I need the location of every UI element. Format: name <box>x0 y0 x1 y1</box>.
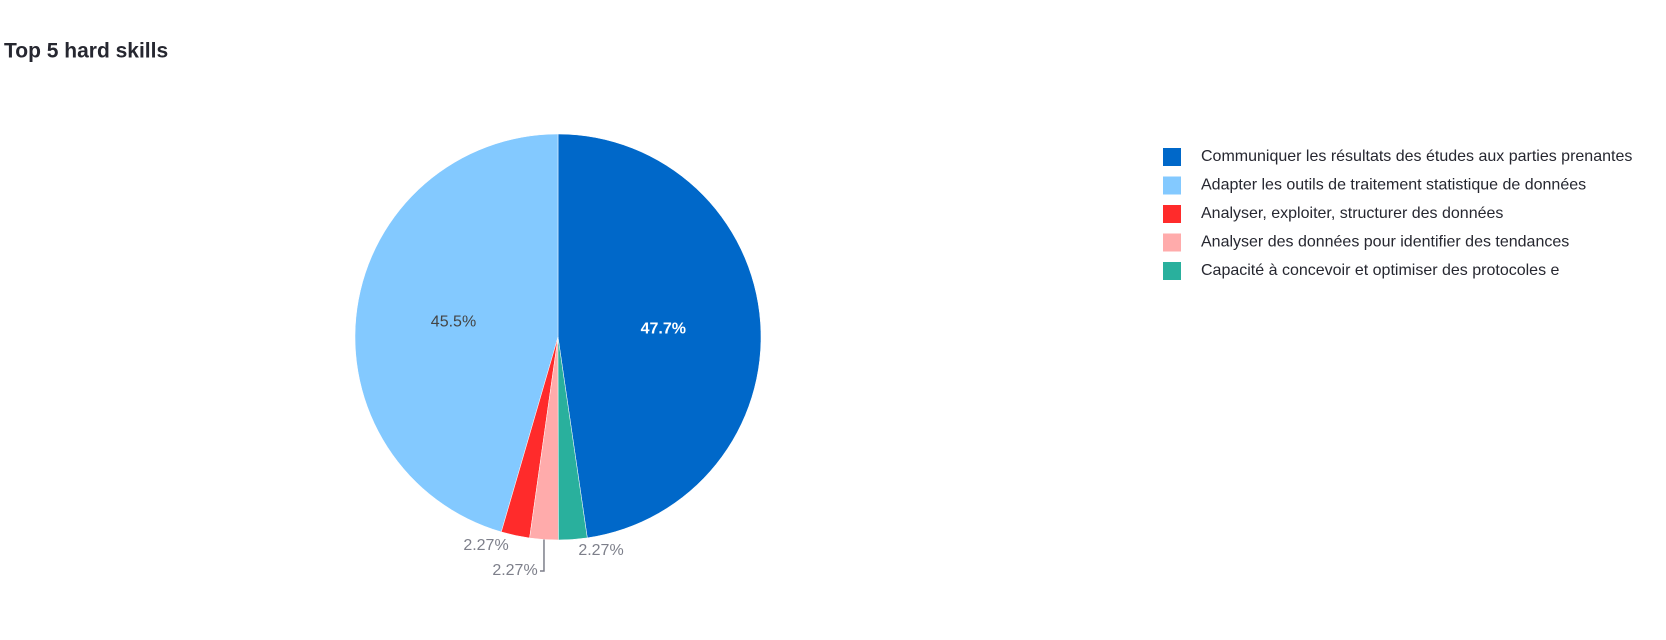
legend-label[interactable]: Adapter les outils de traitement statist… <box>1201 177 1586 194</box>
legend-swatch[interactable] <box>1163 176 1181 195</box>
legend-label[interactable]: Capacité à concevoir et optimiser des pr… <box>1201 262 1560 279</box>
legend-swatch[interactable] <box>1163 233 1181 252</box>
legend-label[interactable]: Communiquer les résultats des études aux… <box>1201 148 1632 165</box>
legend-swatch[interactable] <box>1163 148 1181 166</box>
data-label: 2.27% <box>578 542 623 559</box>
legend-label[interactable]: Analyser, exploiter, structurer des donn… <box>1201 205 1503 222</box>
legend-swatch[interactable] <box>1163 205 1181 223</box>
chart-title: Top 5 hard skills <box>4 40 168 63</box>
pie-slice <box>354 133 559 533</box>
data-label: 2.27% <box>492 562 537 579</box>
data-label: 45.5% <box>431 313 476 330</box>
legend-swatch[interactable] <box>1163 262 1181 280</box>
legend-label[interactable]: Analyser des données pour identifier des… <box>1201 234 1569 251</box>
data-label: 47.7% <box>641 321 686 338</box>
leader-line <box>540 539 545 572</box>
pie-slice <box>557 336 588 541</box>
data-label: 2.27% <box>463 537 508 554</box>
pie-slice <box>557 133 762 539</box>
